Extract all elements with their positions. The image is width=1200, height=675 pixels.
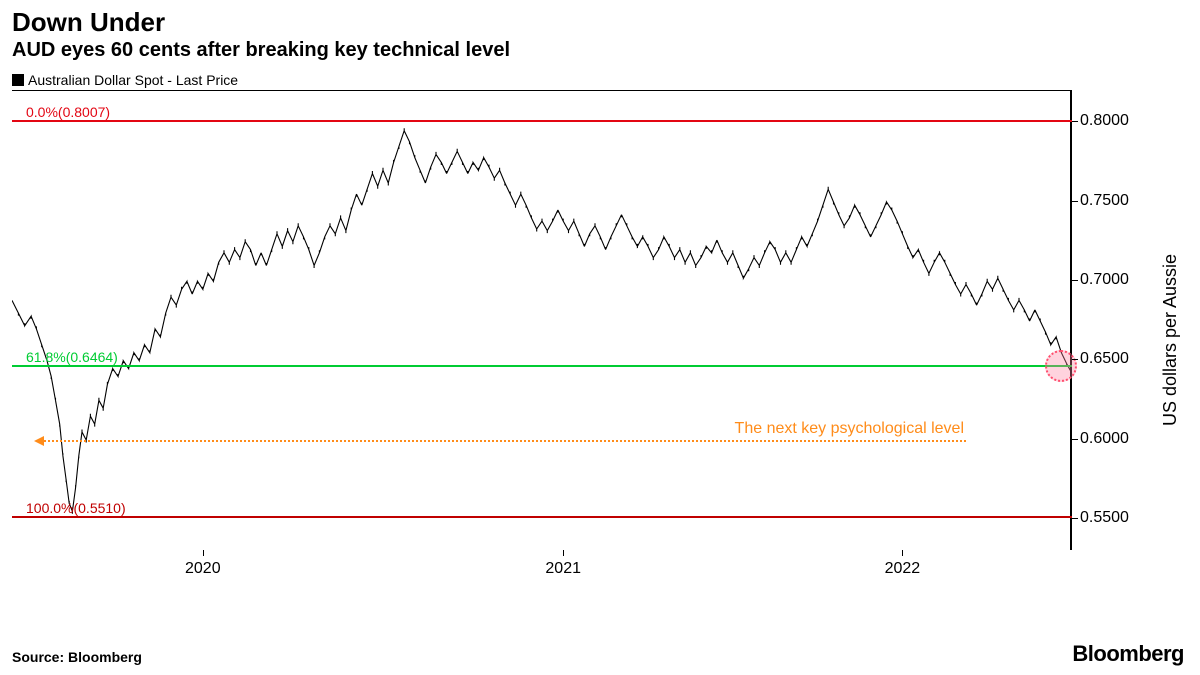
x-tick-mark: [563, 550, 564, 556]
fib-label: 100.0%(0.5510): [26, 500, 126, 517]
fib-line: [12, 516, 1072, 518]
x-tick-label: 2022: [885, 560, 921, 578]
x-tick-mark: [902, 550, 903, 556]
y-tick-label: 0.8000: [1080, 112, 1129, 130]
y-tick-mark: [1072, 439, 1078, 440]
y-tick-mark: [1072, 201, 1078, 202]
y-tick-mark: [1072, 359, 1078, 360]
x-tick-mark: [203, 550, 204, 556]
highlight-circle: [1045, 350, 1077, 382]
bloomberg-logo: Bloomberg: [1072, 641, 1184, 667]
y-tick-label: 0.6500: [1080, 350, 1129, 368]
y-tick-mark: [1072, 280, 1078, 281]
y-tick-label: 0.5500: [1080, 509, 1129, 527]
chart-area: 0.0%(0.8007) 61.8%(0.6464) 100.0%(0.5510) T…: [12, 90, 1188, 590]
y-tick-mark: [1072, 121, 1078, 122]
chart-container: Down Under AUD eyes 60 cents after break…: [0, 0, 1200, 675]
chart-title: Down Under: [12, 8, 1188, 37]
y-axis-title: US dollars per Aussie: [1160, 254, 1181, 426]
legend: Australian Dollar Spot - Last Price: [12, 72, 1188, 88]
x-tick-label: 2021: [545, 560, 581, 578]
annotation-arrow-tip: [34, 436, 44, 446]
y-tick-mark: [1072, 518, 1078, 519]
fib-line: [12, 365, 1072, 367]
chart-subtitle: AUD eyes 60 cents after breaking key tec…: [12, 39, 1188, 62]
annotation-label: The next key psychological level: [735, 420, 964, 440]
y-tick-label: 0.7000: [1080, 271, 1129, 289]
fib-line: [12, 120, 1072, 122]
source-footer: Source: Bloomberg: [12, 649, 142, 665]
x-tick-label: 2020: [185, 560, 221, 578]
annotation-arrow: [44, 440, 966, 442]
y-tick-label: 0.7500: [1080, 192, 1129, 210]
fib-label: 61.8%(0.6464): [26, 349, 118, 366]
legend-swatch: [12, 74, 24, 86]
fib-label: 0.0%(0.8007): [26, 104, 110, 121]
y-tick-label: 0.6000: [1080, 430, 1129, 448]
price-series-path: [12, 128, 1072, 514]
plot-area: 0.0%(0.8007) 61.8%(0.6464) 100.0%(0.5510) T…: [12, 90, 1072, 550]
legend-label: Australian Dollar Spot - Last Price: [28, 72, 238, 88]
price-line: [12, 91, 1072, 551]
